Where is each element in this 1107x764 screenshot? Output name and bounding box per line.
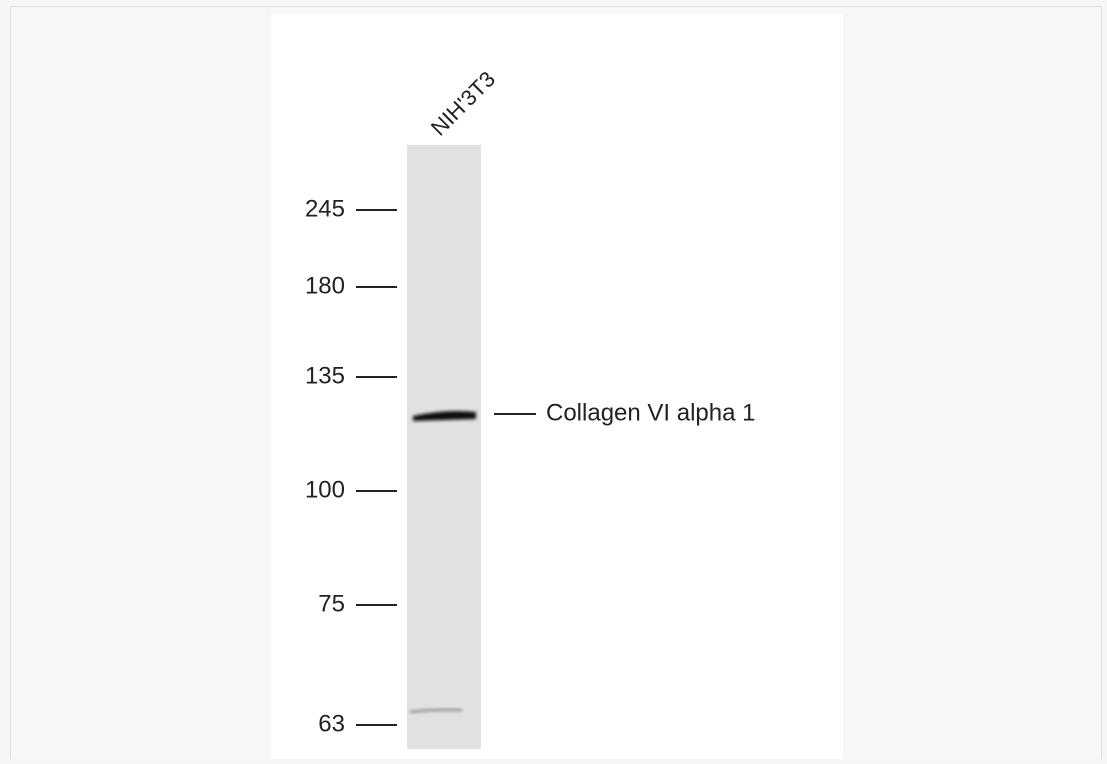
marker-label: 180 xyxy=(305,272,345,299)
marker-label: 75 xyxy=(318,590,345,617)
marker-label: 135 xyxy=(305,362,345,389)
band-label: Collagen VI alpha 1 xyxy=(546,399,755,426)
marker-label: 100 xyxy=(305,476,345,503)
figure-panel xyxy=(271,14,843,759)
marker-label: 63 xyxy=(318,710,345,737)
western-blot-figure: NIH'3T3 Collagen VI alpha 1 245180135100… xyxy=(0,0,1107,759)
marker-label: 245 xyxy=(305,195,345,222)
lane xyxy=(407,145,481,749)
